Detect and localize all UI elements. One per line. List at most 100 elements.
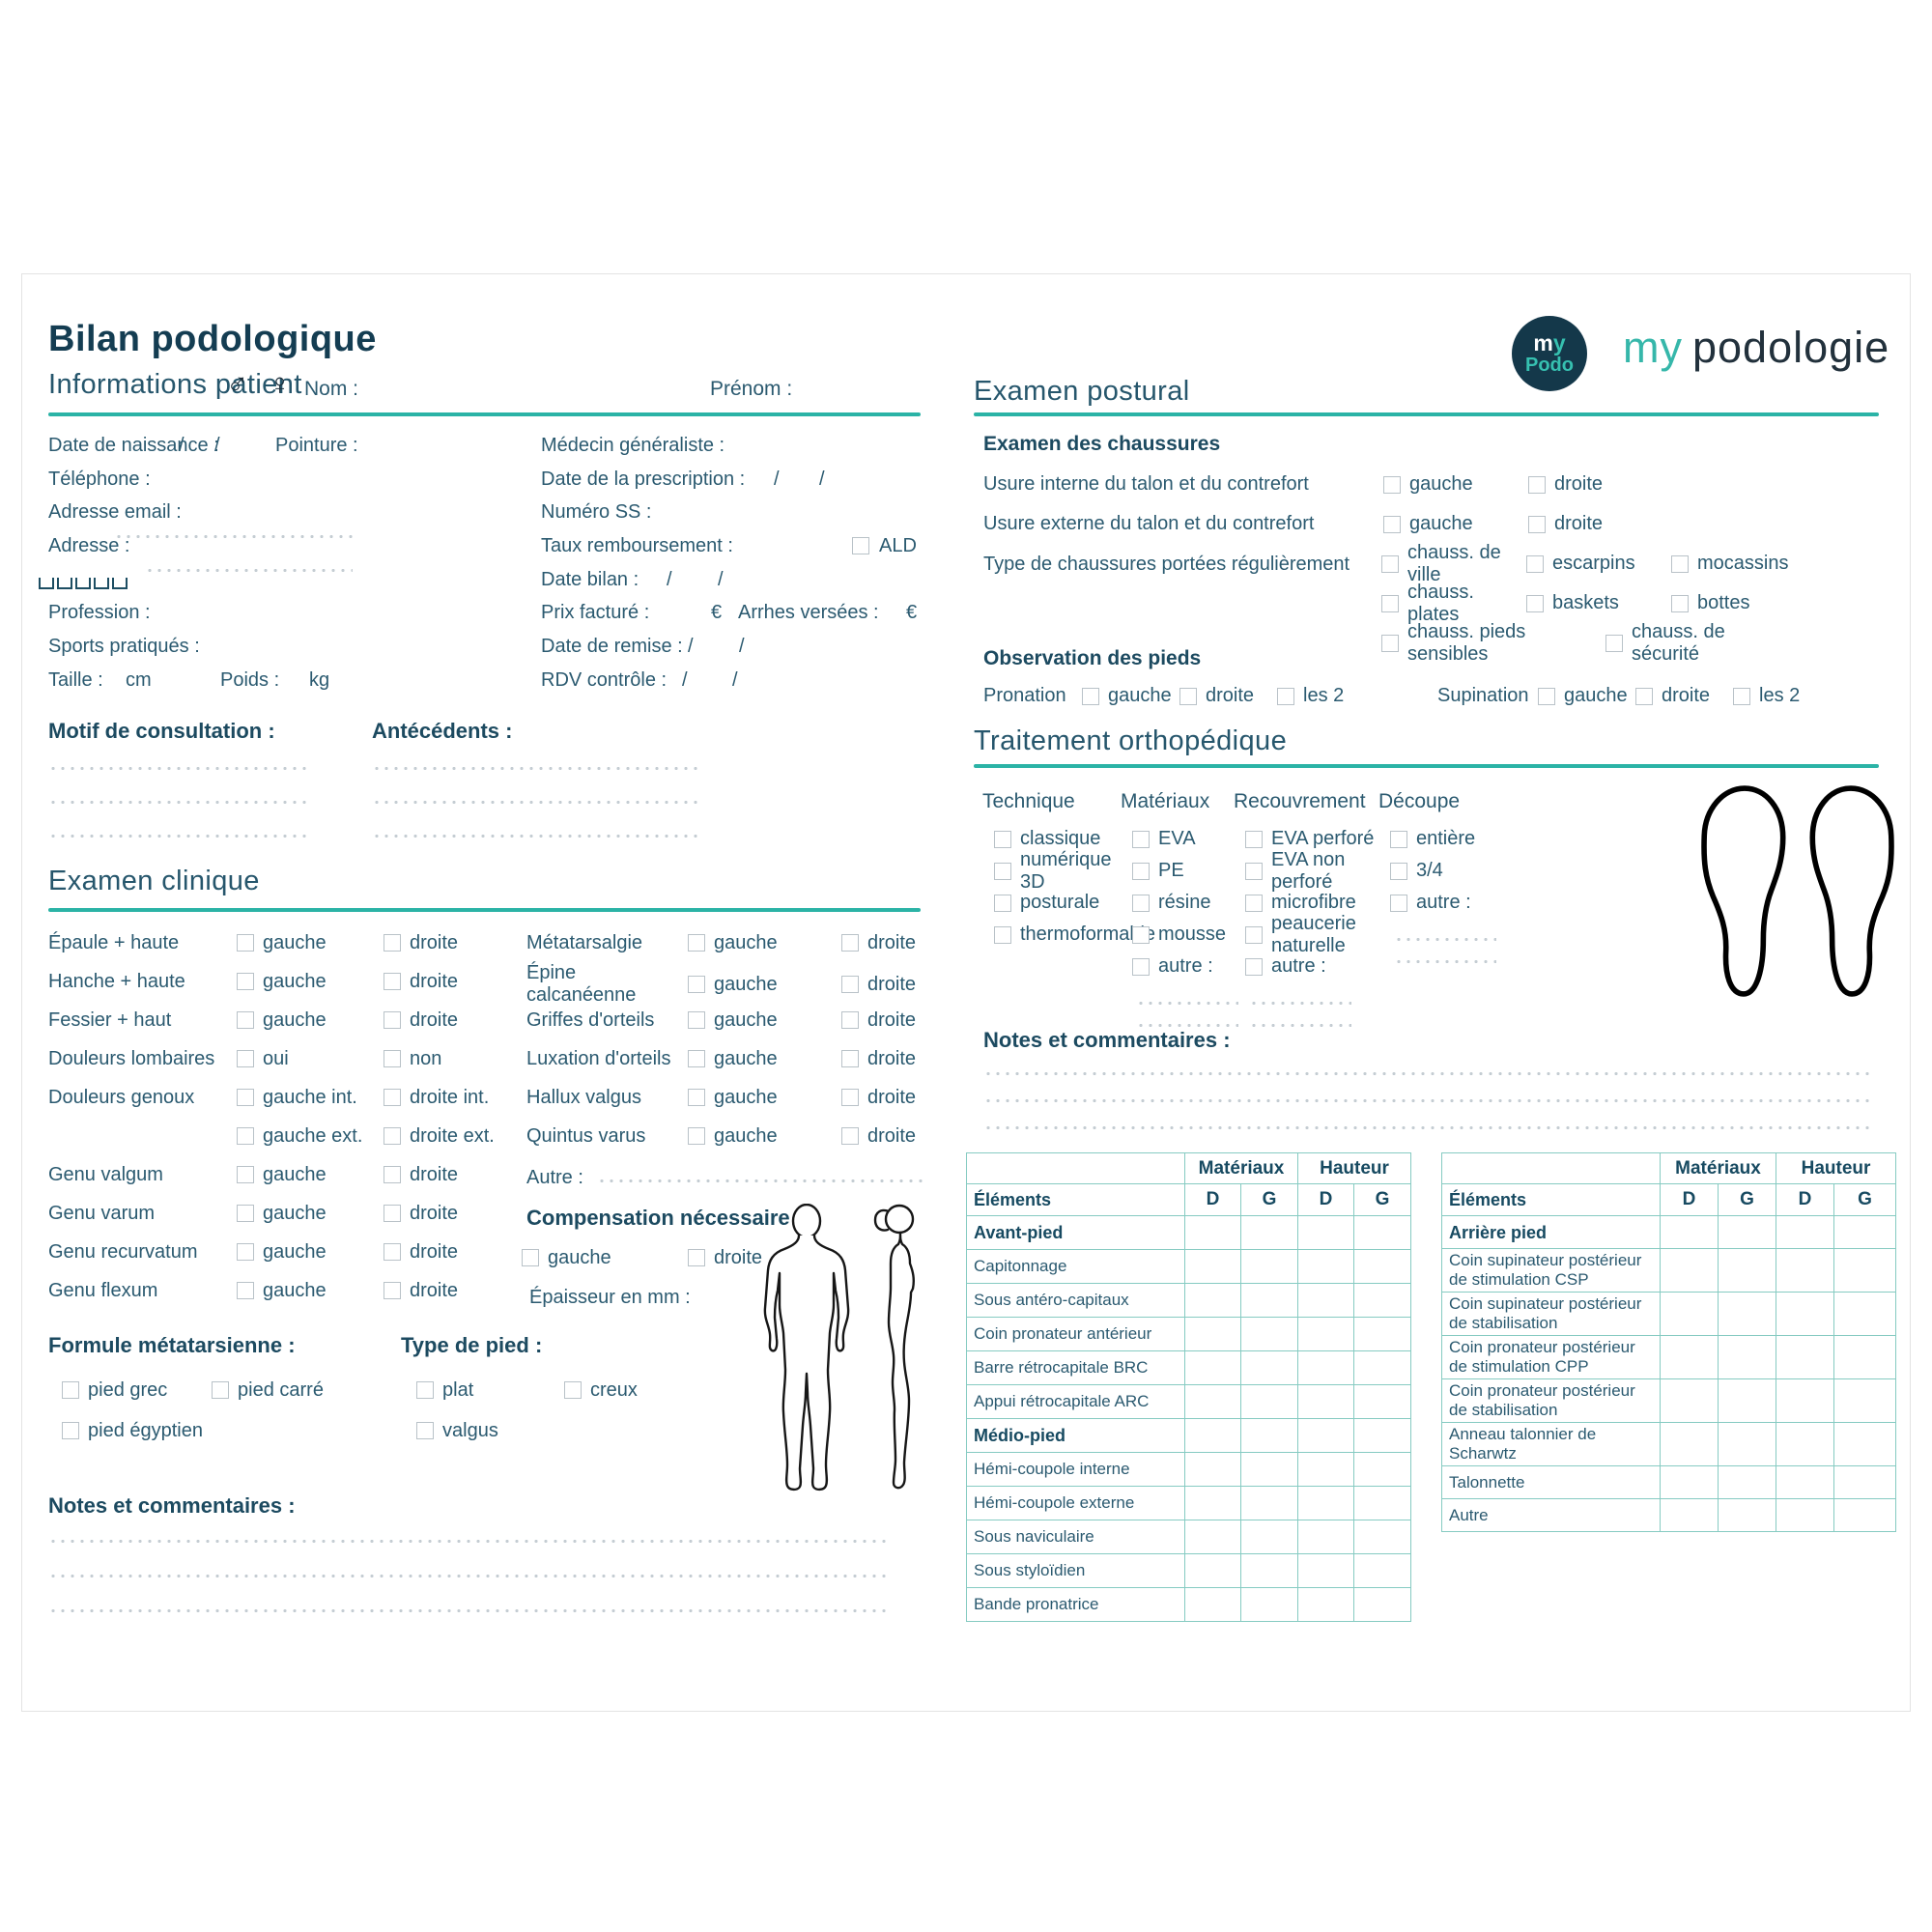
table-cell[interactable] <box>1776 1422 1835 1466</box>
table-cell[interactable] <box>1184 1520 1241 1554</box>
table-cell[interactable] <box>1776 1498 1835 1532</box>
checkbox-option[interactable]: les 2 <box>1277 685 1375 707</box>
checkbox-option[interactable]: plat <box>416 1379 564 1402</box>
table-cell[interactable] <box>1353 1384 1412 1419</box>
table-cell[interactable] <box>1660 1215 1719 1249</box>
char-box[interactable] <box>57 577 72 589</box>
table-cell[interactable] <box>1776 1335 1835 1379</box>
table-cell[interactable] <box>1297 1486 1355 1520</box>
table-cell[interactable] <box>1239 1283 1299 1318</box>
checkbox-option[interactable]: droite <box>1635 685 1733 707</box>
table-cell[interactable] <box>1239 1486 1299 1520</box>
checkbox[interactable] <box>1383 475 1401 494</box>
table-cell[interactable] <box>1833 1248 1897 1293</box>
checkbox[interactable] <box>384 1089 401 1106</box>
char-box[interactable] <box>39 577 54 589</box>
checkbox-option[interactable]: entière <box>1390 823 1523 855</box>
checkbox[interactable] <box>688 1050 705 1067</box>
checkbox-option[interactable]: autre : <box>1132 951 1234 982</box>
table-cell[interactable] <box>1297 1384 1355 1419</box>
write-line[interactable] <box>48 801 311 804</box>
checkbox-option[interactable]: microfibre <box>1245 887 1378 919</box>
table-cell[interactable] <box>1717 1215 1777 1249</box>
checkbox-option[interactable]: gauche int. <box>237 1087 384 1109</box>
checkbox[interactable] <box>237 1282 254 1299</box>
write-line[interactable] <box>1394 938 1496 941</box>
write-line[interactable] <box>1136 1024 1238 1027</box>
write-line[interactable] <box>1249 1002 1351 1005</box>
checkbox[interactable] <box>841 934 859 952</box>
checkbox-option[interactable]: droite <box>841 932 923 954</box>
char-box[interactable] <box>75 577 91 589</box>
checkbox[interactable] <box>1277 687 1294 705</box>
checkbox[interactable] <box>1245 894 1263 912</box>
write-line[interactable] <box>596 1179 923 1182</box>
checkbox[interactable] <box>384 1282 401 1299</box>
table-cell[interactable] <box>1297 1350 1355 1385</box>
checkbox-option[interactable]: EVA non perforé <box>1245 849 1378 893</box>
checkbox-option[interactable]: autre : <box>1390 887 1523 919</box>
table-cell[interactable] <box>1184 1553 1241 1588</box>
write-line[interactable] <box>372 767 698 770</box>
checkbox-option[interactable]: oui <box>237 1048 384 1070</box>
checkbox[interactable] <box>237 1205 254 1222</box>
table-cell[interactable] <box>1297 1317 1355 1351</box>
table-cell[interactable] <box>1353 1350 1412 1385</box>
checkbox[interactable] <box>384 1127 401 1145</box>
checkbox-option[interactable]: gauche <box>237 932 384 954</box>
table-cell[interactable] <box>1717 1378 1777 1423</box>
checkbox-option[interactable]: droite <box>1179 685 1277 707</box>
table-cell[interactable] <box>1833 1215 1897 1249</box>
write-line[interactable] <box>1249 1024 1351 1027</box>
checkbox[interactable] <box>237 1050 254 1067</box>
checkbox[interactable] <box>688 934 705 952</box>
table-cell[interactable] <box>1833 1465 1897 1499</box>
checkbox[interactable] <box>1381 554 1399 573</box>
write-line[interactable] <box>372 835 698 838</box>
table-cell[interactable] <box>1297 1452 1355 1487</box>
table-cell[interactable] <box>1297 1418 1355 1453</box>
checkbox-option[interactable]: creux <box>564 1379 729 1402</box>
checkbox[interactable] <box>1528 475 1546 494</box>
table-cell[interactable] <box>1239 1317 1299 1351</box>
table-cell[interactable] <box>1353 1553 1412 1588</box>
checkbox[interactable] <box>688 1249 705 1266</box>
checkbox[interactable] <box>1671 554 1689 573</box>
checkbox-option[interactable]: droite <box>384 971 514 993</box>
table-cell[interactable] <box>1353 1418 1412 1453</box>
checkbox[interactable] <box>522 1249 539 1266</box>
checkbox[interactable] <box>384 1166 401 1183</box>
checkbox[interactable] <box>1132 830 1150 848</box>
checkbox[interactable] <box>1132 894 1150 912</box>
table-cell[interactable] <box>1660 1498 1719 1532</box>
checkbox[interactable] <box>688 1089 705 1106</box>
checkbox[interactable] <box>237 973 254 990</box>
write-line[interactable] <box>983 1126 1874 1129</box>
table-cell[interactable] <box>1184 1418 1241 1453</box>
checkbox-option[interactable]: gauche <box>688 1087 841 1109</box>
checkbox-option[interactable]: pied égyptien <box>62 1420 212 1442</box>
checkbox[interactable] <box>994 925 1011 944</box>
checkbox[interactable] <box>688 1127 705 1145</box>
table-cell[interactable] <box>1239 1249 1299 1284</box>
checkbox-option[interactable]: gauche <box>688 1125 841 1148</box>
checkbox[interactable] <box>1733 687 1750 705</box>
checkbox-option[interactable]: gauche <box>237 1203 384 1225</box>
checkbox-option[interactable]: gauche <box>237 1280 384 1302</box>
write-line[interactable] <box>1136 1002 1238 1005</box>
char-box[interactable] <box>112 577 128 589</box>
checkbox-option[interactable]: gauche <box>688 932 841 954</box>
table-cell[interactable] <box>1660 1465 1719 1499</box>
checkbox-option[interactable]: EVA perforé <box>1245 823 1378 855</box>
table-cell[interactable] <box>1239 1418 1299 1453</box>
checkbox-option[interactable]: gauche <box>237 971 384 993</box>
checkbox[interactable] <box>237 934 254 952</box>
checkbox-option[interactable]: autre : <box>1245 951 1378 982</box>
checkbox-option[interactable]: pied grec <box>62 1379 212 1402</box>
write-line[interactable] <box>48 1609 889 1612</box>
checkbox-option[interactable]: gauche <box>688 1009 841 1032</box>
checkbox[interactable] <box>1132 862 1150 880</box>
checkbox[interactable] <box>237 1127 254 1145</box>
checkbox[interactable] <box>1390 862 1407 880</box>
table-cell[interactable] <box>1239 1452 1299 1487</box>
